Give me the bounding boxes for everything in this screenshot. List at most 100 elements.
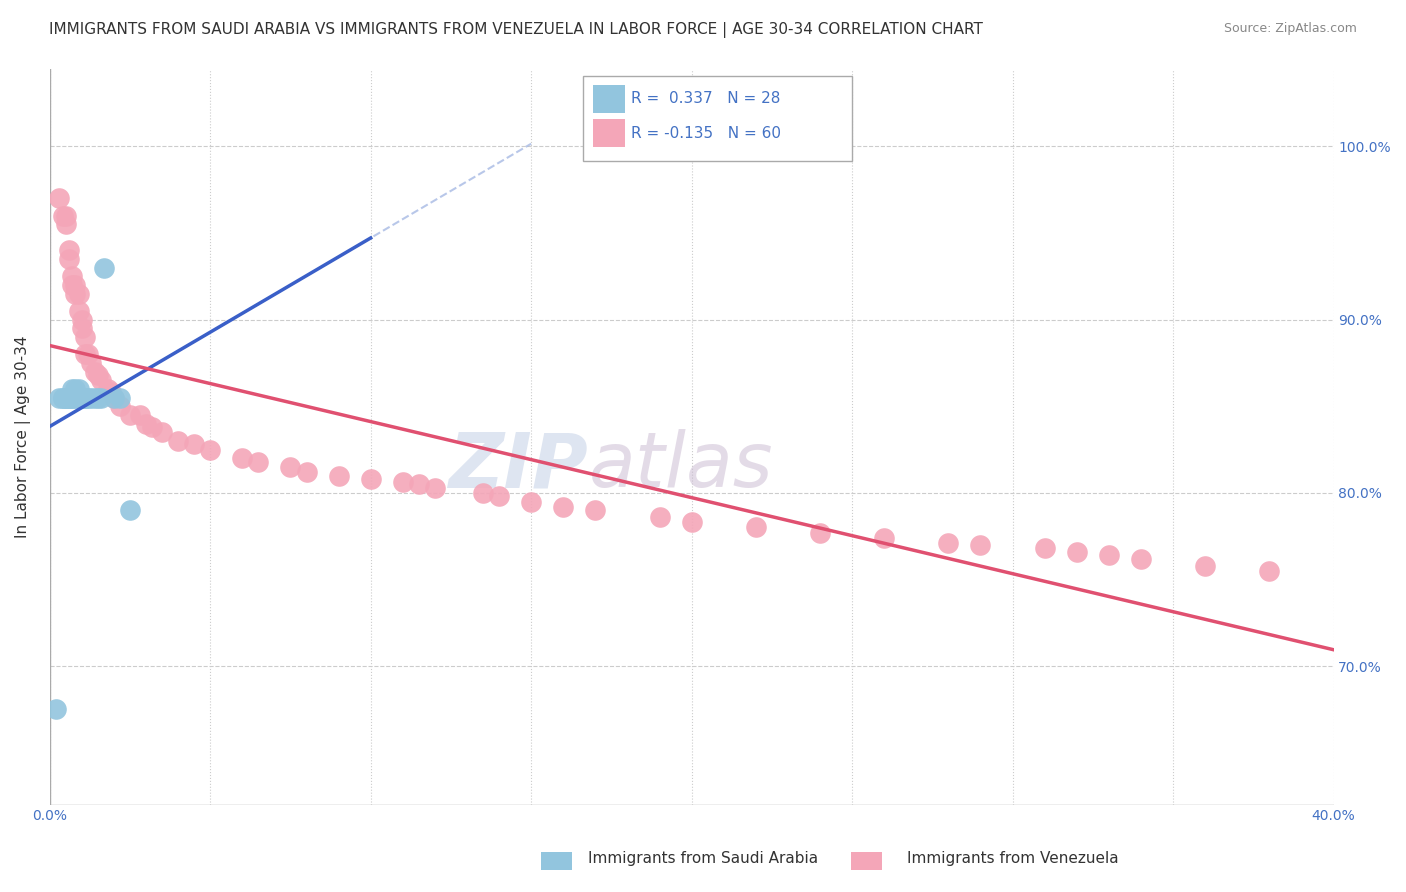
Point [681,516,703,530]
Point [93,260,115,275]
FancyBboxPatch shape [582,76,852,161]
Point [1258,564,1281,578]
Point [90,391,112,405]
Point [70,391,93,405]
Point [48,191,70,205]
Point [118,408,141,422]
Point [328,468,350,483]
Point [52,209,75,223]
Point [58,244,80,258]
Point [110,391,132,405]
Text: ZIP: ZIP [449,429,589,503]
Point [70,391,93,405]
Text: Immigrants from Saudi Arabia: Immigrants from Saudi Arabia [588,851,818,865]
Point [73,330,96,344]
Point [200,442,222,457]
Point [60,269,83,284]
Point [67,391,90,405]
Point [808,525,831,540]
Point [55,391,77,405]
Point [128,408,150,422]
Point [100,385,122,400]
Point [58,252,80,266]
Point [1066,545,1088,559]
Point [247,455,270,469]
Text: R = -0.135   N = 60: R = -0.135 N = 60 [631,126,782,141]
Point [52,391,75,405]
Point [150,425,173,440]
Point [745,520,768,534]
Point [55,218,77,232]
Point [60,391,83,405]
Text: IMMIGRANTS FROM SAUDI ARABIA VS IMMIGRANTS FROM VENEZUELA IN LABOR FORCE | AGE 3: IMMIGRANTS FROM SAUDI ARABIA VS IMMIGRAN… [49,22,983,38]
Point [73,391,96,405]
Point [391,475,413,490]
Point [488,489,510,503]
Point [67,382,90,396]
Point [553,500,575,514]
Point [60,391,83,405]
Point [77,391,100,405]
Point [408,477,430,491]
Text: atlas: atlas [589,429,773,503]
Point [873,531,896,545]
Text: R =  0.337   N = 28: R = 0.337 N = 28 [631,91,780,106]
Point [73,391,96,405]
Point [70,312,93,326]
Point [67,286,90,301]
Point [83,365,105,379]
Bar [593,120,624,147]
Point [60,278,83,293]
Point [1129,551,1152,566]
Point [135,417,157,431]
Point [96,382,118,396]
Point [520,494,543,508]
Point [583,503,606,517]
Point [58,391,80,405]
Point [648,510,671,524]
Text: Source: ZipAtlas.com: Source: ZipAtlas.com [1223,22,1357,36]
Point [1033,541,1056,556]
Point [67,304,90,318]
Point [118,503,141,517]
Point [60,382,83,396]
Point [87,368,110,382]
Y-axis label: In Labor Force | Age 30-34: In Labor Force | Age 30-34 [15,335,31,538]
Point [55,209,77,223]
Point [65,382,87,396]
Point [1098,548,1121,562]
Point [45,702,67,716]
Point [80,391,103,405]
Point [80,356,103,370]
Point [295,465,318,479]
Point [103,391,125,405]
Point [58,391,80,405]
Point [141,420,163,434]
Point [183,437,205,451]
Point [52,391,75,405]
Point [65,278,87,293]
Point [87,391,110,405]
Point [280,459,302,474]
Point [103,391,125,405]
Point [90,373,112,387]
Point [1194,558,1216,573]
Point [231,451,253,466]
Point [73,347,96,361]
Point [77,347,100,361]
Point [110,399,132,413]
Point [472,486,495,500]
Point [83,391,105,405]
Point [55,391,77,405]
Point [969,538,991,552]
Bar [593,85,624,112]
Text: Immigrants from Venezuela: Immigrants from Venezuela [907,851,1118,865]
Point [423,481,446,495]
Point [360,472,382,486]
Point [48,391,70,405]
Point [65,286,87,301]
Point [167,434,190,448]
Point [65,391,87,405]
Point [70,321,93,335]
Point [938,536,960,550]
